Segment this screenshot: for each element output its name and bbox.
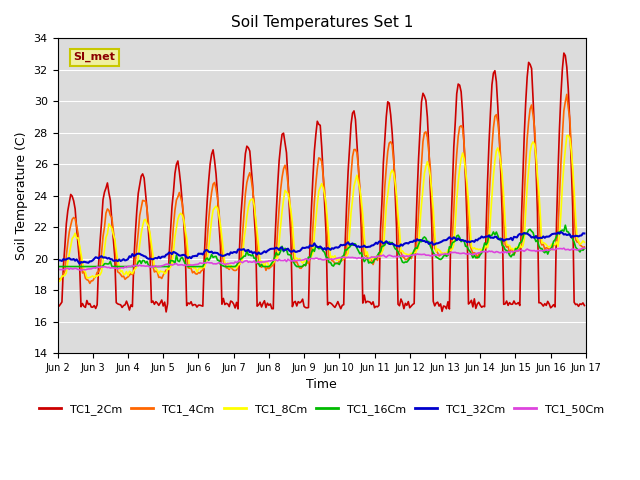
TC1_32Cm	[54, 258, 61, 264]
TC1_2Cm	[212, 171, 220, 177]
Text: SI_met: SI_met	[74, 52, 115, 62]
TC1_50Cm	[54, 266, 61, 272]
TC1_50Cm	[579, 245, 587, 251]
TC1_2Cm	[239, 192, 246, 198]
TC1_8Cm	[285, 198, 293, 204]
TC1_16Cm	[580, 246, 588, 252]
TC1_8Cm	[553, 239, 561, 245]
X-axis label: Time: Time	[307, 378, 337, 392]
Y-axis label: Soil Temperature (C): Soil Temperature (C)	[15, 132, 28, 260]
TC1_16Cm	[237, 256, 245, 262]
TC1_16Cm	[118, 264, 126, 269]
TC1_32Cm	[580, 230, 588, 236]
TC1_8Cm	[55, 279, 63, 285]
TC1_2Cm	[163, 309, 170, 315]
TC1_4Cm	[54, 278, 61, 284]
TC1_4Cm	[230, 267, 237, 273]
TC1_16Cm	[551, 237, 559, 242]
Line: TC1_32Cm: TC1_32Cm	[58, 232, 584, 264]
TC1_50Cm	[120, 265, 127, 271]
TC1_8Cm	[230, 264, 237, 270]
TC1_8Cm	[120, 272, 127, 277]
TC1_50Cm	[77, 267, 85, 273]
TC1_8Cm	[580, 240, 588, 245]
TC1_16Cm	[54, 264, 61, 269]
TC1_2Cm	[580, 303, 588, 309]
TC1_4Cm	[285, 194, 293, 200]
Line: TC1_8Cm: TC1_8Cm	[58, 135, 584, 282]
TC1_50Cm	[239, 260, 246, 265]
TC1_32Cm	[120, 256, 127, 262]
TC1_2Cm	[118, 305, 126, 311]
TC1_8Cm	[54, 276, 61, 282]
TC1_32Cm	[230, 249, 237, 255]
TC1_32Cm	[553, 231, 561, 237]
Line: TC1_4Cm: TC1_4Cm	[58, 95, 584, 283]
TC1_50Cm	[285, 257, 293, 263]
TC1_50Cm	[212, 261, 220, 267]
TC1_2Cm	[230, 301, 237, 307]
TC1_4Cm	[86, 280, 93, 286]
TC1_16Cm	[561, 222, 569, 228]
TC1_50Cm	[553, 246, 561, 252]
TC1_32Cm	[557, 229, 564, 235]
Line: TC1_2Cm: TC1_2Cm	[58, 53, 584, 312]
TC1_4Cm	[120, 273, 127, 279]
TC1_8Cm	[564, 132, 572, 138]
TC1_16Cm	[228, 264, 236, 269]
TC1_32Cm	[76, 261, 83, 266]
TC1_4Cm	[563, 92, 571, 97]
TC1_4Cm	[239, 232, 246, 238]
TC1_16Cm	[284, 252, 292, 257]
TC1_2Cm	[560, 50, 568, 56]
TC1_4Cm	[580, 244, 588, 250]
Line: TC1_50Cm: TC1_50Cm	[58, 248, 584, 270]
Title: Soil Temperatures Set 1: Soil Temperatures Set 1	[230, 15, 413, 30]
TC1_8Cm	[212, 203, 220, 209]
TC1_32Cm	[239, 247, 246, 252]
Line: TC1_16Cm: TC1_16Cm	[58, 225, 584, 266]
TC1_50Cm	[580, 245, 588, 251]
TC1_2Cm	[553, 220, 561, 226]
TC1_2Cm	[285, 207, 293, 213]
Legend: TC1_2Cm, TC1_4Cm, TC1_8Cm, TC1_16Cm, TC1_32Cm, TC1_50Cm: TC1_2Cm, TC1_4Cm, TC1_8Cm, TC1_16Cm, TC1…	[35, 400, 609, 420]
TC1_32Cm	[285, 248, 293, 253]
TC1_16Cm	[211, 254, 218, 260]
TC1_4Cm	[212, 186, 220, 192]
TC1_8Cm	[239, 257, 246, 263]
TC1_4Cm	[553, 240, 561, 246]
TC1_2Cm	[54, 302, 61, 308]
TC1_32Cm	[212, 250, 220, 256]
TC1_50Cm	[230, 261, 237, 266]
